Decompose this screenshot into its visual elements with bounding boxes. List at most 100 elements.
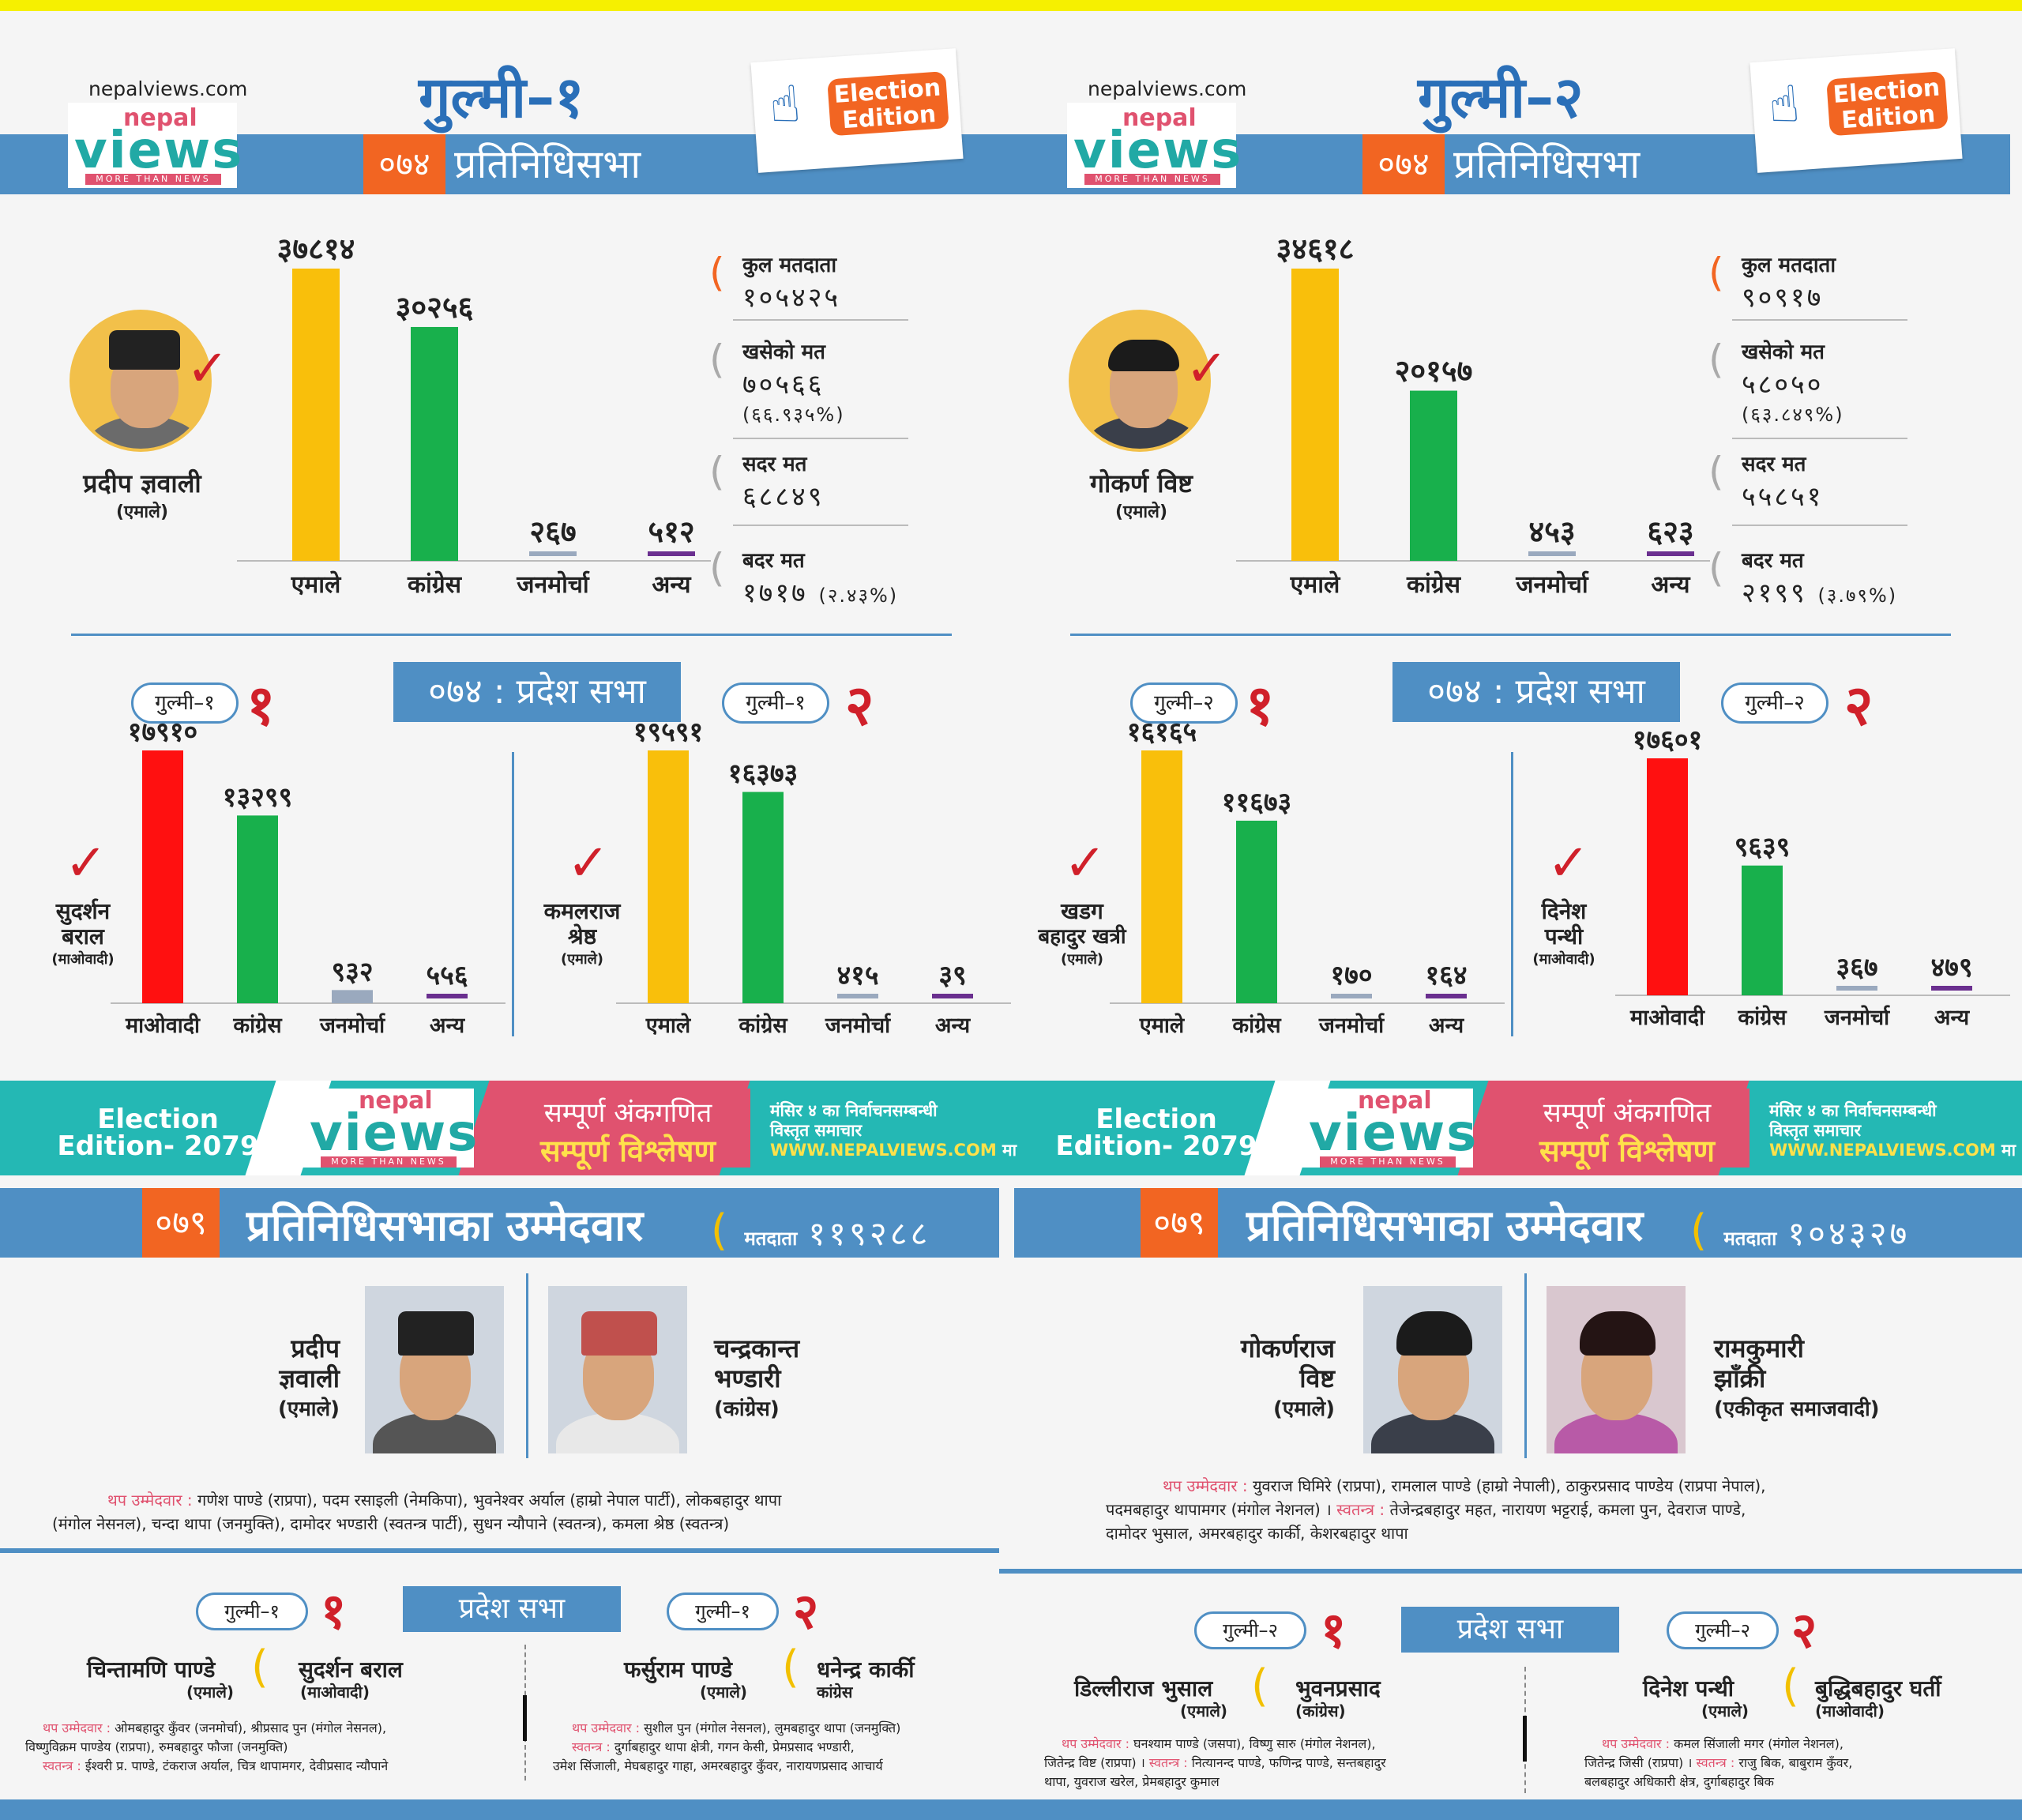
extra-candidates: थप उम्मेदवार : युवराज घिमिरे (राप्रपा), … <box>1106 1476 1766 1543</box>
data-label: ३६७ <box>1836 952 1877 983</box>
constituency-pill: गुल्मी–१ <box>131 682 239 724</box>
checkmark-icon: ✓ <box>186 340 229 398</box>
bracket-icon: ( <box>1708 449 1724 494</box>
checkmark-icon: ✓ <box>1064 834 1107 893</box>
winner-party: (एमाले) <box>1114 502 1168 522</box>
p1-winner-name1: सुदर्शन <box>55 898 111 924</box>
bar <box>1141 750 1182 1003</box>
logo-tag: MORE THAN NEWS <box>1084 174 1220 185</box>
category-label: कांग्रेस <box>1737 1005 1787 1030</box>
total-voters-label: कुल मतदाता <box>742 254 837 277</box>
badge-label: Election Edition <box>827 71 949 137</box>
divider <box>1523 1716 1527 1762</box>
banner-edition: Election Edition- 2079 <box>57 1104 259 1162</box>
category-label: अन्य <box>1934 1006 1971 1030</box>
constituency-pill: गुल्मी–१ <box>722 682 829 724</box>
p1-winner-name1: खडग <box>1061 898 1103 924</box>
bracket-icon: ( <box>709 337 725 382</box>
year-box: ०७४ <box>363 134 445 194</box>
panel-gulmi-1: nepalviews.com nepal views MORE THAN NEW… <box>0 0 1011 1074</box>
stats-block: ( खसेको मत ७०५६६ (६६.९३५%) <box>709 337 908 439</box>
election-edition-badge: ☝ Election Edition <box>750 48 964 173</box>
candidate-photo <box>548 1286 687 1453</box>
extra-candidates: थप उम्मेदवार : गणेश पाण्डे (राप्रपा), पद… <box>52 1491 782 1533</box>
pradesh-title: ०७४ : प्रदेश सभा <box>1392 662 1680 722</box>
year-box: ०७४ <box>1362 134 1445 194</box>
bracket-icon: ( <box>709 250 725 295</box>
data-label: ४७९ <box>1930 952 1972 983</box>
bracket-icon: ( <box>709 545 725 591</box>
hor-label: प्रतिनिधिसभा <box>1453 141 1641 187</box>
data-label: १६४ <box>1425 960 1467 991</box>
pradesh-title: प्रदेश सभा <box>1401 1607 1619 1653</box>
logo-tag: MORE THAN NEWS <box>85 174 221 185</box>
logo-top: nepal <box>123 104 197 132</box>
candidate-name: सुदर्शन बराल <box>299 1656 403 1683</box>
top-yellow-strip <box>0 0 2022 11</box>
pradesh-number: २ <box>1791 1601 1817 1659</box>
candidate-party: (एमाले) <box>700 1683 748 1702</box>
stats-block: ( सदर मत ६८८४९ <box>709 449 908 526</box>
bar <box>1410 390 1457 561</box>
candidate-party: कांग्रेस <box>817 1683 853 1702</box>
invalid-votes-pct: (३.७९%) <box>1817 585 1898 607</box>
bracket-icon: ( <box>1782 1660 1799 1712</box>
data-label: ३७८१४ <box>277 231 355 266</box>
stats-block: ( बदर मत २१९९ (३.७९%) <box>1708 545 1900 610</box>
stats-block: ( खसेको मत ५८०५० (६३.८४९%) <box>1708 337 1907 439</box>
seat-title: गुल्मी–२ <box>1418 64 1584 130</box>
divider <box>0 1548 999 1553</box>
total-voters-label: कुल मतदाता <box>1742 254 1836 277</box>
candidate-party: (एमाले) <box>1180 1702 1228 1720</box>
candidate-party: (माओवादी) <box>300 1683 370 1702</box>
candidate-name: रामकुमारी झाँक्री <box>1714 1333 1804 1393</box>
candidate-name: फर्सुराम पाण्डे <box>624 1656 733 1683</box>
bar <box>648 750 689 1003</box>
candidate-party: (एमाले) <box>1701 1702 1750 1720</box>
bar <box>142 750 183 1003</box>
divider <box>1524 1273 1527 1458</box>
candidate-photo <box>1547 1286 1686 1453</box>
constituency-pill: गुल्मी–२ <box>1130 682 1238 724</box>
divider <box>512 752 514 1036</box>
total-voters: ९०९१७ <box>1742 282 1824 314</box>
divider <box>1511 752 1513 1036</box>
candidate-party: (एमाले) <box>186 1683 235 1702</box>
valid-votes-label: सदर मत <box>1742 453 1806 476</box>
valid-votes-label: सदर मत <box>742 453 807 476</box>
pradesh-number: २ <box>793 1582 819 1640</box>
votes-cast: ५८०५० <box>1742 369 1824 400</box>
pradesh-number: १ <box>246 673 276 738</box>
data-label: ९६३९ <box>1734 832 1791 863</box>
bar <box>1647 758 1688 995</box>
hor-chart-gulmi-2: ३४६१८ एमाले २०१५७ कांग्रेस ४५३ जनमोर्चा ६२३ अन्… <box>1236 231 1710 599</box>
bar <box>1836 986 1877 991</box>
candidates-title: प्रतिनिधिसभाका उम्मेदवार <box>1246 1201 1644 1250</box>
category-label: अन्य <box>935 1013 972 1038</box>
data-label: ४१५ <box>836 960 878 991</box>
logo-top: nepal <box>1122 104 1197 132</box>
bar <box>1236 820 1277 1003</box>
data-label: ३०२५६ <box>396 290 474 325</box>
pradesh-number: २ <box>845 673 874 738</box>
category-label: जनमोर्चा <box>1824 1005 1890 1030</box>
data-label: ९३२ <box>331 956 373 987</box>
bracket-icon: ( <box>1708 337 1724 382</box>
bar <box>1426 994 1467 998</box>
footer-strip <box>0 1799 2022 1820</box>
hor-label: प्रतिनिधिसभा <box>454 141 641 187</box>
invalid-votes-label: बदर मत <box>1742 549 1804 573</box>
site-url: nepalviews.com <box>88 77 248 100</box>
data-label: ६२३ <box>1647 514 1693 549</box>
valid-votes: ५५८५१ <box>1742 481 1824 513</box>
category-label: एमाले <box>645 1013 692 1038</box>
data-label: ५१२ <box>648 514 694 549</box>
bar <box>1528 551 1576 556</box>
data-label: १६१६५ <box>1127 716 1197 748</box>
banner-text: मंसिर ४ का निर्वाचनसम्बन्धी विस्तृत समाचा… <box>770 1101 1017 1160</box>
constituency-pill: गुल्मी–१ <box>196 1592 308 1630</box>
nepalviews-logo: nepal views MORE THAN NEWS <box>68 103 242 188</box>
category-label: जनमोर्चा <box>516 570 590 599</box>
pradesh-title: प्रदेश सभा <box>403 1586 621 1632</box>
pradesh-number: १ <box>1246 673 1275 738</box>
